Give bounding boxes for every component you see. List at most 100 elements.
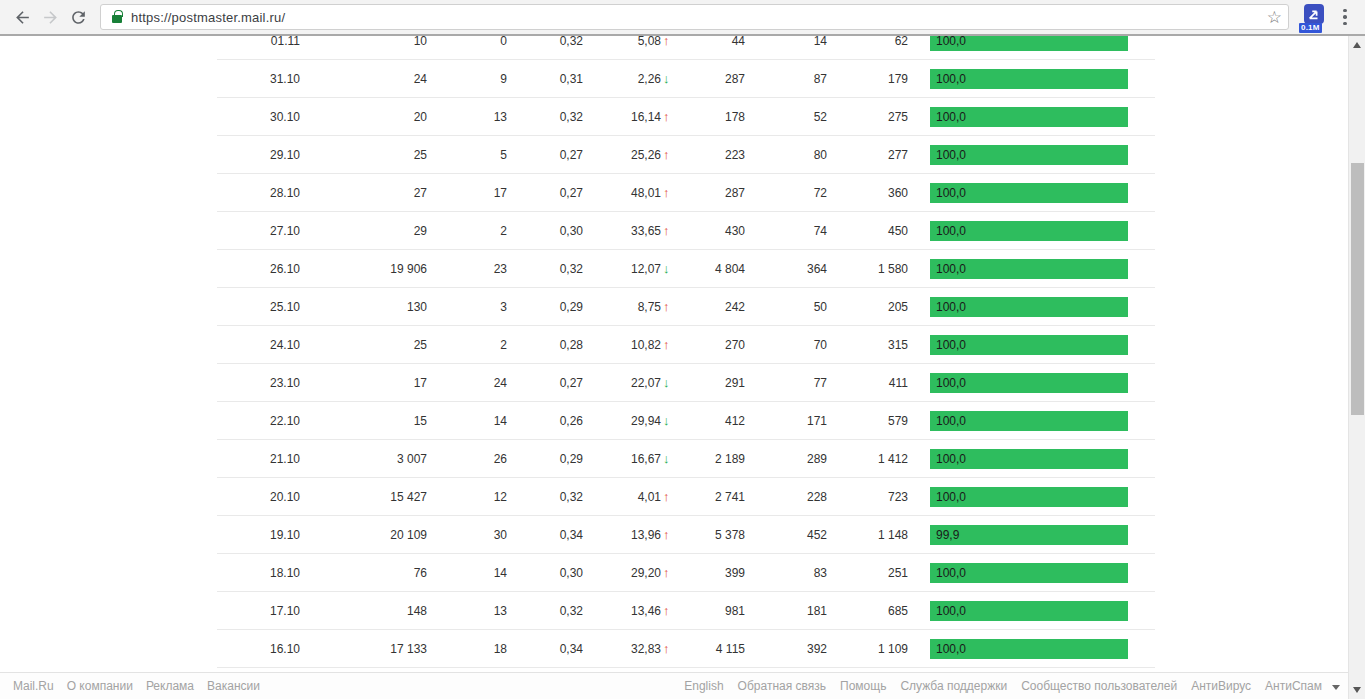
score-label: 100,0: [936, 414, 966, 428]
value-cell: 83: [745, 566, 827, 580]
footer-link[interactable]: Mail.Ru: [13, 679, 54, 693]
value-cell: 242: [677, 300, 745, 314]
value-cell: 0,30: [507, 224, 583, 238]
value-cell: 291: [677, 376, 745, 390]
score-bar-track: 100,0: [930, 563, 1128, 583]
value-cell: 74: [745, 224, 827, 238]
value-cell: 723: [827, 490, 908, 504]
delta-cell: 25,26: [583, 148, 661, 162]
score-bar-track: 100,0: [930, 487, 1128, 507]
delta-cell: 22,07: [583, 376, 661, 390]
bookmark-star-icon[interactable]: ☆: [1267, 9, 1282, 26]
trend-up-icon: [661, 185, 677, 200]
value-cell: 52: [745, 110, 827, 124]
footer-link[interactable]: О компании: [67, 679, 133, 693]
value-cell: 87: [745, 72, 827, 86]
table-row: 22.10 15 14 0,26 29,94 412 171 579 100,0: [217, 402, 1155, 440]
value-cell: 0,32: [507, 490, 583, 504]
value-cell: 4 115: [677, 642, 745, 656]
value-cell: 29: [300, 224, 427, 238]
score-bar-track: 100,0: [930, 297, 1128, 317]
value-cell: 12: [427, 490, 507, 504]
value-cell: 1 148: [827, 528, 908, 542]
value-cell: 315: [827, 338, 908, 352]
value-cell: 23: [427, 262, 507, 276]
value-cell: 411: [827, 376, 908, 390]
value-cell: 14: [427, 566, 507, 580]
value-cell: 0,32: [507, 604, 583, 618]
date-cell: 29.10: [217, 148, 300, 162]
trend-down-icon: [661, 71, 677, 86]
score-bar-track: 100,0: [930, 601, 1128, 621]
value-cell: 289: [745, 452, 827, 466]
footer-link[interactable]: English: [684, 679, 723, 693]
score-bar: 100,0: [930, 183, 1128, 203]
trend-up-icon: [661, 147, 677, 162]
score-label: 100,0: [936, 110, 966, 124]
back-button[interactable]: [8, 3, 36, 31]
score-bar-track: 99,9: [930, 525, 1128, 545]
trend-up-icon: [661, 641, 677, 656]
value-cell: 1 412: [827, 452, 908, 466]
trend-up-icon: [661, 337, 677, 352]
footer-link[interactable]: Сообщество пользователей: [1021, 679, 1177, 693]
footer-link[interactable]: Вакансии: [207, 679, 260, 693]
value-cell: 412: [677, 414, 745, 428]
table-row: 18.10 76 14 0,30 29,20 399 83 251 100,0: [217, 554, 1155, 592]
footer-link[interactable]: Помощь: [840, 679, 886, 693]
value-cell: 0,27: [507, 148, 583, 162]
footer-link[interactable]: Обратная связь: [738, 679, 826, 693]
browser-menu-button[interactable]: [1333, 3, 1357, 31]
date-cell: 23.10: [217, 376, 300, 390]
browser-toolbar: https://postmaster.mail.ru/ ☆ 0.1M: [0, 0, 1365, 36]
footer-link[interactable]: АнтиВирус: [1191, 679, 1251, 693]
forward-arrow-icon: [41, 8, 60, 27]
score-bar: 100,0: [930, 107, 1128, 127]
delta-cell: 8,75: [583, 300, 661, 314]
score-bar: 100,0: [930, 221, 1128, 241]
date-cell: 27.10: [217, 224, 300, 238]
score-bar: 100,0: [930, 487, 1128, 507]
footer-link[interactable]: Реклама: [146, 679, 194, 693]
table-row: 29.10 25 5 0,27 25,26 223 80 277 100,0: [217, 136, 1155, 174]
value-cell: 19 906: [300, 262, 427, 276]
menu-dot: [1343, 9, 1347, 13]
stats-table: 01.11 10 0 0,32 5,08 44 14 62 100,0 31.1…: [217, 22, 1155, 668]
value-cell: 30: [427, 528, 507, 542]
score-label: 100,0: [936, 490, 966, 504]
value-cell: 0,32: [507, 110, 583, 124]
score-bar-track: 100,0: [930, 145, 1128, 165]
value-cell: 275: [827, 110, 908, 124]
footer-more-caret-icon[interactable]: [1332, 685, 1340, 690]
score-label: 100,0: [936, 642, 966, 656]
date-cell: 17.10: [217, 604, 300, 618]
footer-link[interactable]: Служба поддержки: [900, 679, 1007, 693]
table-row: 24.10 25 2 0,28 10,82 270 70 315 100,0: [217, 326, 1155, 364]
date-cell: 22.10: [217, 414, 300, 428]
value-cell: 430: [677, 224, 745, 238]
value-cell: 20 109: [300, 528, 427, 542]
reload-button[interactable]: [64, 3, 92, 31]
url-text: https://postmaster.mail.ru/: [131, 10, 285, 25]
vertical-scrollbar[interactable]: [1348, 36, 1365, 699]
scroll-down-arrow-icon[interactable]: [1353, 687, 1361, 693]
page-footer: Mail.Ru О компании Реклама Вакансии English…: [0, 672, 1348, 699]
scrollbar-thumb[interactable]: [1351, 163, 1364, 415]
value-cell: 18: [427, 642, 507, 656]
trend-up-icon: [661, 223, 677, 238]
forward-button[interactable]: [36, 3, 64, 31]
score-bar-track: 100,0: [930, 221, 1128, 241]
value-cell: 5 378: [677, 528, 745, 542]
extension-button[interactable]: 0.1M: [1301, 1, 1327, 33]
date-cell: 30.10: [217, 110, 300, 124]
trend-down-icon: [661, 261, 677, 276]
value-cell: 685: [827, 604, 908, 618]
trend-down-icon: [661, 413, 677, 428]
scroll-up-arrow-icon[interactable]: [1353, 42, 1361, 48]
value-cell: 360: [827, 186, 908, 200]
url-input[interactable]: https://postmaster.mail.ru/ ☆: [100, 4, 1289, 30]
value-cell: 287: [677, 186, 745, 200]
score-label: 100,0: [936, 72, 966, 86]
value-cell: 364: [745, 262, 827, 276]
footer-link[interactable]: АнтиСпам: [1265, 679, 1322, 693]
